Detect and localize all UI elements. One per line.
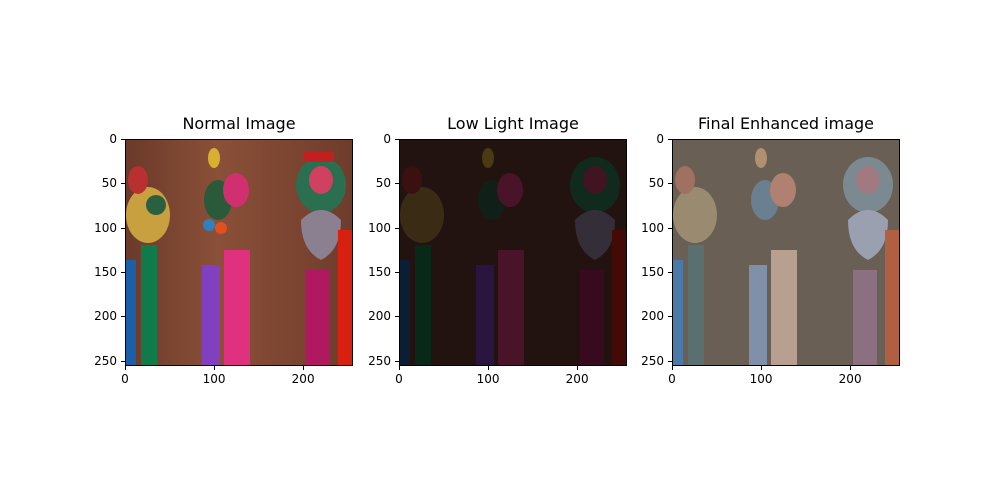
image-normal-content [126, 140, 352, 365]
x-tick-mark [577, 366, 579, 370]
y-tick-label: 150 [368, 265, 391, 279]
x-tick-mark [488, 366, 490, 370]
x-tick-label: 0 [395, 372, 403, 386]
y-tick-label: 250 [94, 353, 117, 368]
y-tick-mark [121, 272, 125, 273]
image-low-light-content [400, 140, 626, 365]
x-tick-mark [672, 366, 673, 370]
x-tick-label: 200 [565, 372, 589, 386]
y-tick-label: 200 [368, 309, 391, 324]
y-tick-mark [121, 183, 125, 185]
y-tick-label: 150 [641, 265, 664, 279]
x-tick-mark [303, 366, 305, 370]
y-tick-mark [668, 183, 672, 185]
y-tick-label: 100 [368, 220, 391, 235]
y-tick-mark [668, 316, 672, 318]
y-tick-mark [395, 272, 399, 273]
y-tick-mark [668, 227, 672, 229]
x-tick-mark [761, 366, 763, 370]
x-tick-label: 100 [476, 372, 500, 386]
image-low-light [399, 139, 627, 366]
y-tick-label: 0 [383, 132, 391, 146]
y-tick-mark [121, 360, 125, 362]
image-normal [125, 139, 353, 366]
y-tick-label: 100 [94, 220, 117, 235]
x-tick-mark [214, 366, 216, 370]
x-tick-mark [850, 366, 852, 370]
y-tick-label: 250 [641, 353, 664, 368]
y-tick-mark [121, 227, 125, 229]
x-tick-label: 200 [838, 372, 862, 386]
x-tick-label: 0 [668, 372, 676, 386]
y-tick-mark [395, 139, 399, 140]
panel-title: Final Enhanced image [697, 114, 874, 133]
y-tick-mark [395, 316, 399, 318]
y-tick-mark [121, 139, 125, 140]
y-tick-label: 0 [656, 132, 664, 146]
y-tick-label: 200 [94, 309, 117, 324]
y-tick-mark [395, 227, 399, 229]
y-tick-label: 50 [375, 176, 391, 191]
y-tick-label: 100 [641, 220, 664, 235]
x-tick-mark [125, 366, 126, 370]
x-tick-label: 0 [121, 372, 129, 386]
x-tick-label: 100 [749, 372, 773, 386]
panel-title: Normal Image [182, 114, 296, 133]
y-tick-mark [668, 139, 672, 140]
y-tick-label: 50 [101, 176, 117, 191]
y-tick-label: 50 [648, 176, 664, 191]
y-tick-mark [395, 183, 399, 185]
y-tick-label: 200 [641, 309, 664, 324]
x-tick-label: 200 [291, 372, 315, 386]
y-tick-mark [121, 316, 125, 318]
panel-title: Low Light Image [447, 114, 579, 133]
image-enhanced-content [673, 140, 899, 365]
image-enhanced [672, 139, 900, 366]
x-tick-label: 100 [202, 372, 226, 386]
y-tick-mark [395, 360, 399, 362]
y-tick-label: 150 [94, 265, 117, 279]
y-tick-mark [668, 360, 672, 362]
x-tick-mark [399, 366, 400, 370]
y-tick-label: 250 [368, 353, 391, 368]
y-tick-mark [668, 272, 672, 273]
y-tick-label: 0 [109, 132, 117, 146]
